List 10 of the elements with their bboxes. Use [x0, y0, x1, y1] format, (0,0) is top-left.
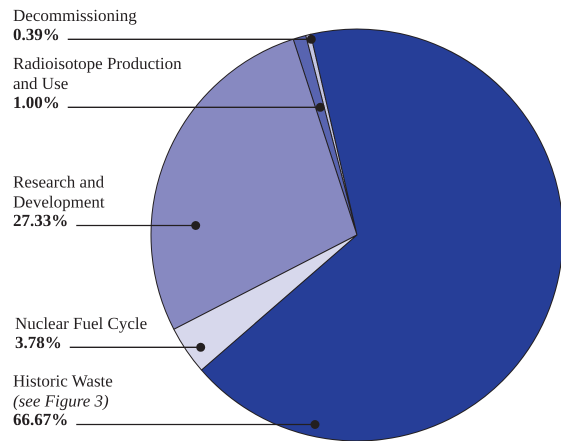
slice-label: Historic Waste (see Figure 3)	[13, 371, 113, 410]
data-label: 66.67%	[13, 410, 68, 430]
data-label: 3.78%	[15, 332, 62, 352]
data-label: 27.33%	[13, 211, 68, 230]
slice-label: Radioisotope Production and Use	[13, 54, 182, 94]
data-label: 0.39%	[13, 24, 60, 44]
slice-label: Nuclear Fuel Cycle	[15, 314, 148, 334]
slice-label: Research and Development	[13, 172, 105, 212]
data-label: 1.00%	[13, 92, 60, 112]
slice-label: Decommissioning	[13, 6, 138, 26]
